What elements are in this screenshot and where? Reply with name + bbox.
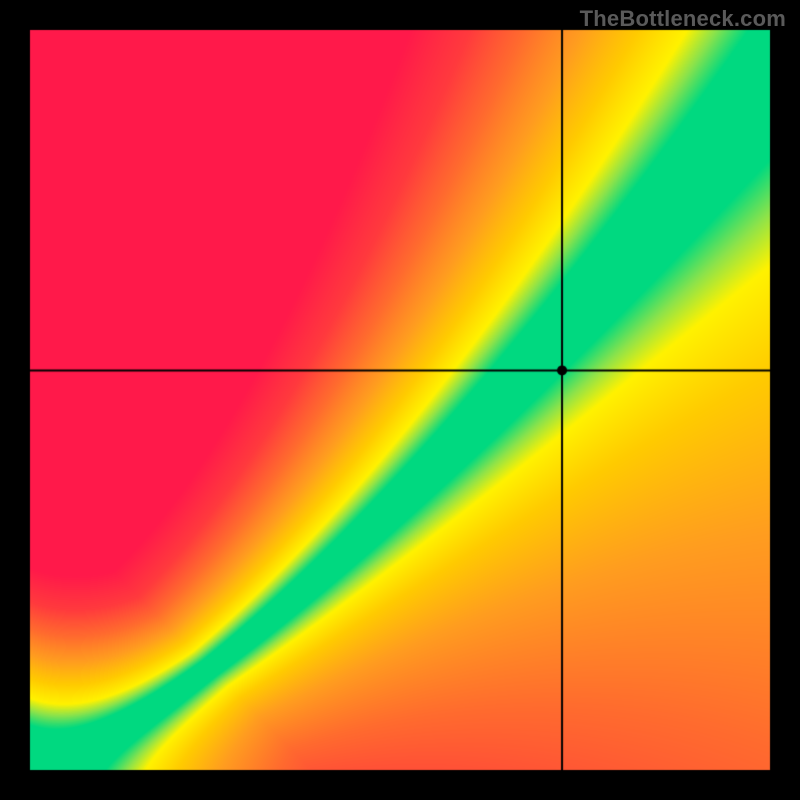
bottleneck-heatmap [0, 0, 800, 800]
chart-container: TheBottleneck.com [0, 0, 800, 800]
